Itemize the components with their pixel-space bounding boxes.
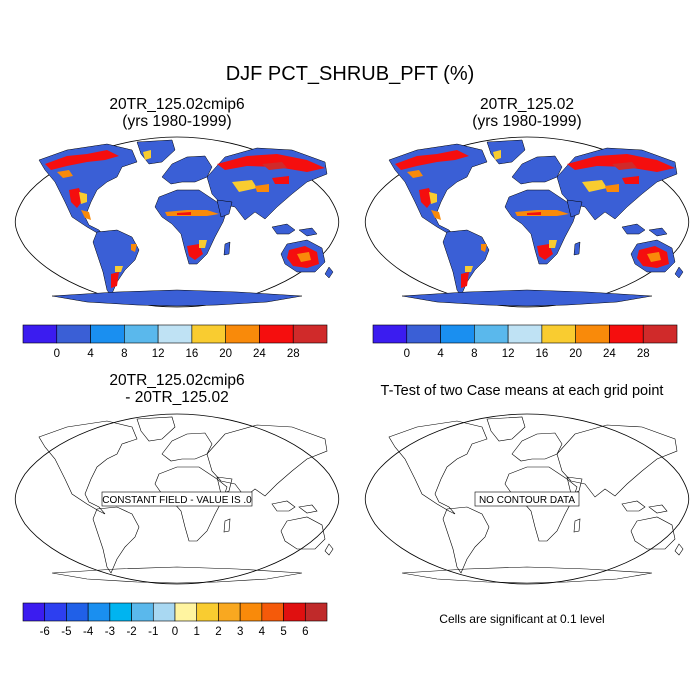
colorbar-diff-tick-label: -1 — [148, 626, 158, 638]
colorbar-diff-tick-label: 4 — [259, 626, 266, 638]
panel-case2-title-line1: 20TR_125.02 — [480, 96, 574, 113]
colorbar-case2-tick-label: 4 — [437, 348, 444, 360]
panel-case1-title-line1: 20TR_125.02cmip6 — [109, 96, 245, 113]
colorbar-case1-tick-label: 24 — [253, 348, 266, 360]
colorbar-case1-tick-label: 12 — [152, 348, 165, 360]
colorbar-diff-tick-label: 0 — [172, 626, 178, 638]
colorbar-case2-tick-label: 20 — [569, 348, 582, 360]
colorbar-case2-tick-label: 16 — [535, 348, 548, 360]
colorbar-case2-tick-label: 24 — [603, 348, 616, 360]
colorbar-diff-tick-label: -3 — [105, 626, 115, 638]
colorbar-case2-tick-label: 28 — [637, 348, 650, 360]
colorbar-case1-swatch — [259, 324, 294, 344]
colorbar-case2: 0 4 8 12 16 20 24 28 — [372, 324, 678, 360]
panel-diff-title: 20TR_125.02cmip6 - 20TR_125.02 — [27, 372, 327, 406]
colorbar-case1-tick-label: 4 — [87, 348, 94, 360]
colorbar-diff-tick-label: 5 — [280, 626, 286, 638]
panel-diff-title-line2: - 20TR_125.02 — [125, 389, 229, 406]
panel-case2-title-line2: (yrs 1980-1999) — [472, 113, 582, 130]
colorbar-diff-tick-label: 1 — [194, 626, 200, 638]
colorbar-case1-swatch — [292, 324, 328, 344]
colorbar-diff-swatch — [304, 602, 328, 622]
colorbar-case2-swatch — [642, 324, 678, 344]
colorbar-diff-swatch — [22, 602, 46, 622]
colorbar-case1: 0 4 8 12 16 20 24 28 — [22, 324, 328, 360]
colorbar-case2-swatch — [474, 324, 509, 344]
colorbar-diff-swatch — [87, 602, 111, 622]
colorbar-case2-swatch — [575, 324, 610, 344]
colorbar-case2-swatch — [372, 324, 408, 344]
colorbar-case1-tick-label: 20 — [219, 348, 232, 360]
colorbar-diff-swatch — [174, 602, 198, 622]
colorbar-diff-tick-label: 6 — [302, 626, 308, 638]
colorbar-diff-swatch — [131, 602, 154, 622]
map-panel-ttest: NO CONTOUR DATA — [364, 413, 690, 585]
colorbar-diff-swatch — [239, 602, 263, 622]
colorbar-diff-swatch — [66, 602, 89, 622]
colorbar-case2-tick-label: 12 — [502, 348, 515, 360]
colorbar-diff-tick-label: -6 — [40, 626, 50, 638]
colorbar-case1-tick-label: 0 — [54, 348, 60, 360]
colorbar-case1-tick-label: 28 — [287, 348, 300, 360]
colorbar-case2-swatch — [440, 324, 475, 344]
colorbar-case1-swatch — [225, 324, 260, 344]
colorbar-case2-swatch — [406, 324, 441, 344]
panel-case1-title: 20TR_125.02cmip6 (yrs 1980-1999) — [27, 96, 327, 130]
ttest-message-box — [474, 491, 580, 507]
colorbar-diff-tick-label: -4 — [83, 626, 94, 638]
colorbar-case1-swatch — [56, 324, 91, 344]
colorbar-case1-swatch — [157, 324, 193, 344]
figure-title: DJF PCT_SHRUB_PFT (%) — [225, 63, 475, 85]
panel-ttest-title: T-Test of two Case means at each grid po… — [380, 383, 664, 399]
colorbar-diff-tick-label: -2 — [126, 626, 136, 638]
colorbar-diff-swatch — [44, 602, 67, 622]
colorbar-case1-swatch — [90, 324, 125, 344]
colorbar-diff-tick-label: 3 — [237, 626, 243, 638]
colorbar-diff-swatch — [218, 602, 241, 622]
colorbar-diff-tick-label: -5 — [61, 626, 71, 638]
colorbar-case2-swatch — [541, 324, 576, 344]
diff-message-box — [101, 491, 253, 507]
colorbar-diff-swatch — [283, 602, 306, 622]
map-panel-case1 — [14, 136, 340, 308]
colorbar-case1-swatch — [22, 324, 58, 344]
map-panel-case2 — [364, 136, 690, 308]
panel-case1-title-line2: (yrs 1980-1999) — [122, 113, 232, 130]
colorbar-case2-tick-label: 0 — [404, 348, 410, 360]
colorbar-diff: -6 -5 -4 -3 -2 -1 0 1 2 3 4 5 6 — [22, 602, 328, 638]
colorbar-case1-swatch — [191, 324, 226, 344]
map-panel-diff: CONSTANT FIELD - VALUE IS .0 — [14, 413, 340, 585]
colorbar-case2-swatch — [609, 324, 644, 344]
colorbar-case1-tick-label: 16 — [185, 348, 198, 360]
ttest-message: NO CONTOUR DATA — [479, 495, 575, 506]
diff-message: CONSTANT FIELD - VALUE IS .0 — [102, 495, 252, 506]
colorbar-case2-swatch — [507, 324, 543, 344]
colorbar-diff-swatch — [152, 602, 176, 622]
colorbar-diff-swatch — [261, 602, 284, 622]
colorbar-case1-tick-label: 8 — [121, 348, 127, 360]
colorbar-diff-tick-label: 2 — [215, 626, 221, 638]
colorbar-case2-tick-label: 8 — [471, 348, 477, 360]
significance-note: Cells are significant at 0.1 level — [439, 612, 605, 626]
colorbar-diff-swatch — [196, 602, 219, 622]
colorbar-diff-swatch — [109, 602, 132, 622]
colorbar-case1-swatch — [124, 324, 159, 344]
panel-diff-title-line1: 20TR_125.02cmip6 — [109, 372, 245, 389]
panel-case2-title: 20TR_125.02 (yrs 1980-1999) — [377, 96, 677, 130]
